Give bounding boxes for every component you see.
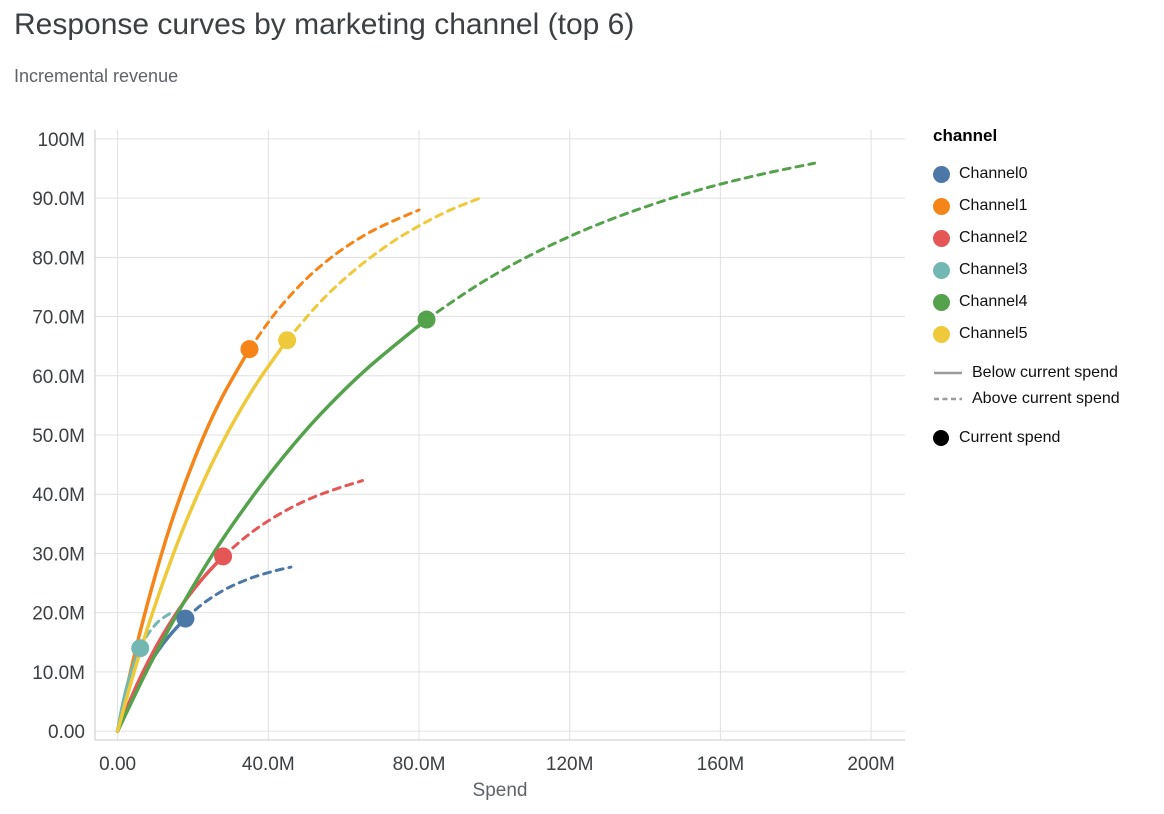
legend-item-below-current-spend: Below current spend xyxy=(933,360,1159,386)
legend-swatch-channel3-icon xyxy=(933,261,950,279)
chart-subtitle: Incremental revenue xyxy=(14,66,179,86)
solid-line-icon xyxy=(934,371,962,375)
y-tick-label: 20.0M xyxy=(32,604,85,625)
legend-label: Channel3 xyxy=(959,261,1028,278)
curve-channel3-dashed xyxy=(138,609,176,650)
curve-channel5-dashed xyxy=(285,195,485,342)
y-tick-label: 0.00 xyxy=(48,722,85,743)
curve-channel1-solid xyxy=(115,347,252,733)
y-tick-label: 10.0M xyxy=(32,663,85,684)
x-tick-label: 80.0M xyxy=(393,754,446,775)
legend-label: Above current spend xyxy=(972,390,1120,407)
y-tick-label: 100M xyxy=(37,130,85,151)
legend-swatch-channel1-icon xyxy=(933,197,950,215)
y-tick-label: 70.0M xyxy=(32,308,85,329)
current-spend-point-channel1 xyxy=(240,340,259,359)
curve-channel5-solid xyxy=(115,338,289,733)
dashed-line-icon xyxy=(934,397,962,401)
legend-item-above-current-spend: Above current spend xyxy=(933,386,1159,412)
legend-label: Current spend xyxy=(959,429,1061,446)
curve-channel4-solid xyxy=(115,317,429,733)
current-spend-point-channel5 xyxy=(278,331,297,350)
legend-label: Channel5 xyxy=(959,325,1028,342)
y-tick-label: 90.0M xyxy=(32,189,85,210)
x-tick-label: 200M xyxy=(847,754,895,775)
legend-swatch-channel0-icon xyxy=(933,165,950,183)
legend-label: Channel0 xyxy=(959,165,1028,182)
legend-label: Below current spend xyxy=(972,364,1118,381)
chart-title: Response curves by marketing channel (to… xyxy=(14,8,635,41)
current-spend-dot-icon xyxy=(933,430,949,446)
curve-channel0-solid xyxy=(115,616,188,733)
y-tick-label: 30.0M xyxy=(32,544,85,565)
legend-item-channel4: Channel4 xyxy=(933,286,1159,318)
axes: 0.00 40.0M 80.0M 120M 160M 200M 0.00 10.0M 20.0M… xyxy=(32,130,905,775)
legend-label: Channel2 xyxy=(959,229,1028,246)
x-tick-label: 40.0M xyxy=(242,754,295,775)
curve-channel4-dashed xyxy=(425,161,817,322)
legend-point-entry: Current spend xyxy=(933,424,1159,452)
legend-item-current-spend: Current spend xyxy=(933,424,1159,452)
legend-swatch-channel4-icon xyxy=(933,293,950,311)
legend-item-channel0: Channel0 xyxy=(933,158,1159,190)
plot-area: 0.00 40.0M 80.0M 120M 160M 200M 0.00 10.0M 20.0M… xyxy=(32,130,905,801)
curve-channel0-dashed xyxy=(183,565,293,621)
current-spend-point-channel0 xyxy=(176,609,195,628)
current-spend-point-channel2 xyxy=(214,547,233,566)
y-tick-label: 40.0M xyxy=(32,485,85,506)
y-tick-label: 80.0M xyxy=(32,248,85,269)
curve-channel2-solid xyxy=(115,554,225,733)
x-tick-label: 160M xyxy=(697,754,745,775)
x-tick-label: 120M xyxy=(546,754,594,775)
legend-item-channel3: Channel3 xyxy=(933,254,1159,286)
curve-channel2-dashed xyxy=(221,479,364,558)
x-axis-title: Spend xyxy=(473,780,528,801)
current-spend-point-channel3 xyxy=(131,639,150,658)
legend-item-channel1: Channel1 xyxy=(933,190,1159,222)
legend-swatch-channel5-icon xyxy=(933,325,950,343)
current-spend-point-channel4 xyxy=(417,310,436,329)
legend-item-channel5: Channel5 xyxy=(933,318,1159,350)
legend-swatch-channel2-icon xyxy=(933,229,950,247)
gridlines xyxy=(95,130,905,740)
y-tick-label: 60.0M xyxy=(32,367,85,388)
series-curves xyxy=(115,161,817,733)
x-tick-label: 0.00 xyxy=(99,754,136,775)
current-spend-points xyxy=(131,310,436,658)
legend-label: Channel4 xyxy=(959,293,1028,310)
legend-label: Channel1 xyxy=(959,197,1028,214)
legend-channel-entries: Channel0 Channel1 Channel2 Channel3 Channel4… xyxy=(933,158,1159,350)
curve-channel1-dashed xyxy=(247,208,421,351)
legend-style-entries: Below current spend Above current spend xyxy=(933,360,1159,412)
legend-item-channel2: Channel2 xyxy=(933,222,1159,254)
y-tick-label: 50.0M xyxy=(32,426,85,447)
legend: channel Channel0 Channel1 Channel2 Channel3… xyxy=(933,126,1159,452)
legend-title: channel xyxy=(933,126,998,145)
